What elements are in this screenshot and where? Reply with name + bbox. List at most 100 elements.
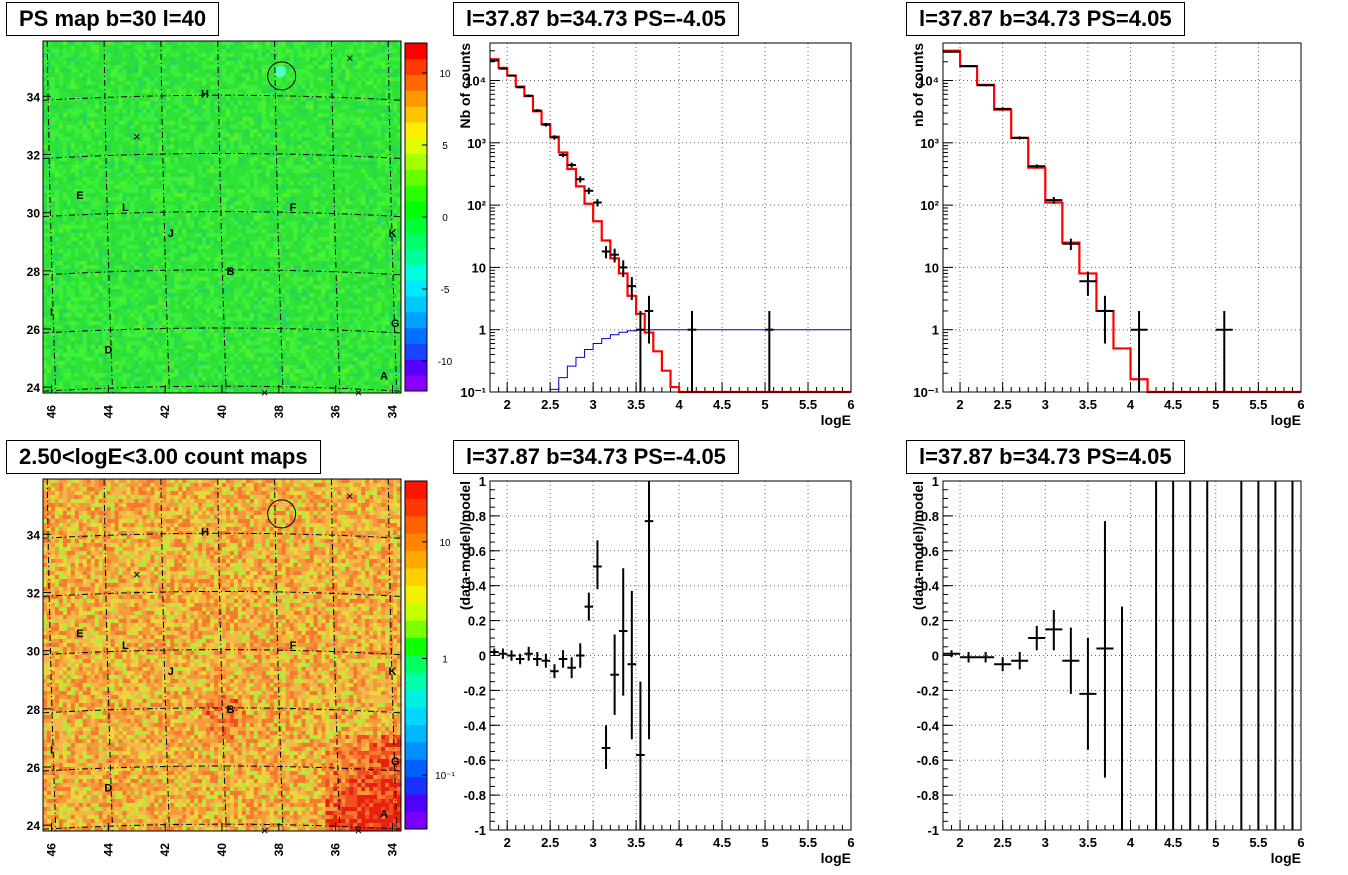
map-pixel	[265, 229, 271, 234]
map-pixel	[261, 193, 267, 198]
map-pixel	[70, 261, 76, 266]
map-pixel	[170, 333, 175, 338]
map-pixel	[94, 93, 99, 98]
map-pixel	[58, 237, 64, 242]
map-pixel	[225, 53, 231, 58]
map-pixel	[118, 253, 123, 258]
map-pixel	[218, 353, 223, 358]
map-pixel	[78, 373, 84, 378]
map-pixel	[138, 169, 143, 174]
map-pixel	[257, 65, 263, 70]
map-pixel	[170, 61, 175, 66]
map-pixel	[265, 297, 271, 302]
map-pixel	[245, 333, 251, 338]
map-pixel	[170, 313, 175, 318]
map-pixel	[190, 257, 195, 262]
map-pixel	[257, 269, 263, 274]
map-pixel	[114, 197, 119, 202]
map-pixel	[90, 45, 96, 50]
map-pixel	[126, 369, 131, 374]
map-pixel	[58, 185, 64, 190]
map-pixel	[110, 313, 115, 318]
map-pixel	[218, 365, 223, 370]
map-pixel	[198, 345, 203, 350]
map-pixel	[202, 257, 207, 262]
map-pixel	[58, 385, 64, 390]
map-pixel	[229, 89, 235, 94]
map-pixel	[106, 337, 111, 342]
map-pixel	[46, 121, 52, 126]
map-pixel	[74, 73, 80, 78]
map-pixel	[241, 101, 247, 106]
map-pixel	[194, 317, 199, 322]
map-pixel	[194, 301, 199, 306]
map-pixel	[146, 41, 151, 46]
map-pixel	[253, 277, 259, 282]
map-pixel	[54, 309, 60, 314]
map-pixel	[58, 225, 64, 230]
map-pixel	[162, 69, 167, 74]
map-pixel	[110, 169, 115, 174]
map-pixel	[138, 141, 143, 146]
map-pixel	[70, 365, 76, 370]
map-pixel	[162, 253, 167, 258]
map-pixel	[206, 213, 211, 218]
map-pixel	[261, 169, 267, 174]
map-pixel	[166, 89, 171, 94]
map-pixel	[261, 133, 267, 138]
map-pixel	[146, 209, 151, 214]
map-pixel	[190, 141, 195, 146]
map-pixel	[70, 217, 76, 222]
map-pixel	[138, 77, 143, 82]
map-pixel	[166, 85, 171, 90]
map-pixel	[245, 221, 251, 226]
map-pixel	[194, 329, 199, 334]
map-pixel	[46, 49, 52, 54]
map-pixel	[58, 361, 64, 366]
map-pixel	[150, 153, 155, 158]
map-pixel	[206, 173, 211, 178]
map-pixel	[102, 305, 107, 310]
map-pixel	[249, 69, 255, 74]
map-pixel	[86, 385, 92, 390]
map-pixel	[114, 161, 119, 166]
map-pixel	[90, 93, 96, 98]
map-pixel	[190, 185, 195, 190]
map-pixel	[229, 57, 235, 62]
map-pixel	[186, 261, 191, 266]
map-pixel	[62, 361, 68, 366]
map-pixel	[265, 101, 271, 106]
map-pixel	[90, 77, 96, 82]
map-pixel	[114, 49, 119, 54]
map-pixel	[50, 245, 56, 250]
map-pixel	[158, 157, 163, 162]
map-pixel	[126, 41, 131, 46]
map-pixel	[146, 337, 151, 342]
map-pixel	[114, 341, 119, 346]
map-pixel	[74, 317, 80, 322]
map-pixel	[90, 133, 96, 138]
map-pixel	[78, 337, 84, 342]
map-pixel	[86, 353, 92, 358]
map-pixel	[58, 173, 64, 178]
map-pixel	[218, 85, 223, 90]
map-pixel	[90, 357, 96, 362]
map-pixel	[82, 293, 88, 298]
map-pixel	[122, 297, 127, 302]
map-pixel	[78, 357, 84, 362]
map-pixel	[126, 289, 131, 294]
map-pixel	[257, 301, 263, 306]
map-pixel	[134, 217, 139, 222]
map-pixel	[261, 337, 267, 342]
map-pixel	[206, 101, 211, 106]
map-pixel	[174, 165, 179, 170]
map-pixel	[50, 205, 56, 210]
map-pixel	[110, 137, 115, 142]
map-pixel	[218, 253, 223, 258]
map-pixel	[241, 297, 247, 302]
map-pixel	[46, 209, 52, 214]
map-pixel	[142, 289, 147, 294]
map-pixel	[142, 333, 147, 338]
map-pixel	[134, 301, 139, 306]
map-pixel	[170, 157, 175, 162]
